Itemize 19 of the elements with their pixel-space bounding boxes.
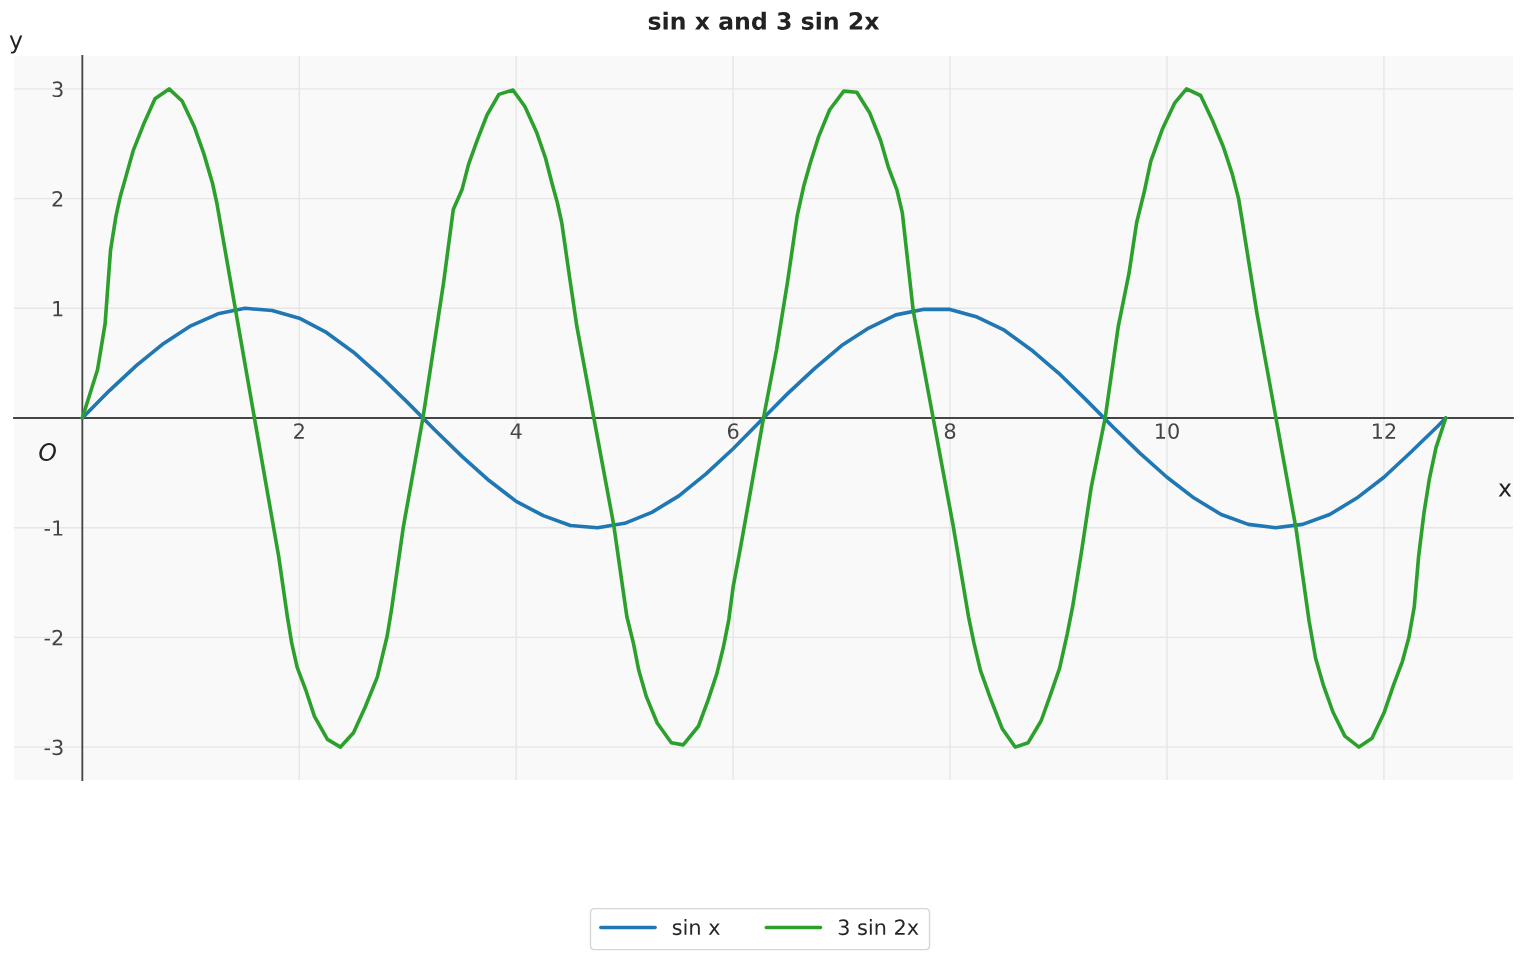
y-tick-label: -1 [44, 520, 63, 536]
y-axis-title: y [9, 35, 23, 54]
x-tick-label: 6 [727, 423, 739, 439]
legend-label: 3 sin 2x [838, 919, 919, 936]
x-tick-label: 2 [294, 423, 304, 439]
x-axis-title: x [1498, 483, 1512, 497]
annotation: O [39, 443, 56, 461]
y-tick-label: 1 [53, 301, 63, 317]
x-tick-label: 12 [1372, 423, 1396, 439]
chart-title: sin x and 3 sin 2x [648, 11, 880, 30]
y-tick-label: 3 [52, 81, 63, 98]
x-tick-label: 8 [944, 423, 956, 439]
legend-label: sin x [672, 919, 720, 936]
y-tick-label: -3 [44, 739, 63, 756]
x-tick-label: 10 [1156, 423, 1179, 439]
y-tick-label: -2 [44, 629, 63, 646]
y-tick-label: 2 [52, 191, 63, 207]
line-series [80, 87, 1448, 749]
x-tick-label: 4 [510, 423, 522, 439]
